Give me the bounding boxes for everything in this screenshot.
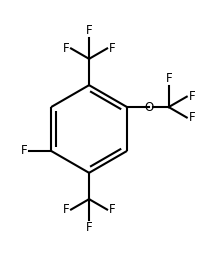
Text: F: F: [165, 72, 172, 85]
Text: F: F: [109, 203, 115, 216]
Text: O: O: [144, 101, 154, 114]
Text: F: F: [109, 42, 115, 55]
Text: F: F: [86, 24, 92, 37]
Text: F: F: [188, 111, 195, 124]
Text: F: F: [63, 203, 69, 216]
Text: F: F: [86, 221, 92, 234]
Text: F: F: [63, 42, 69, 55]
Text: F: F: [21, 144, 28, 157]
Text: F: F: [188, 90, 195, 103]
